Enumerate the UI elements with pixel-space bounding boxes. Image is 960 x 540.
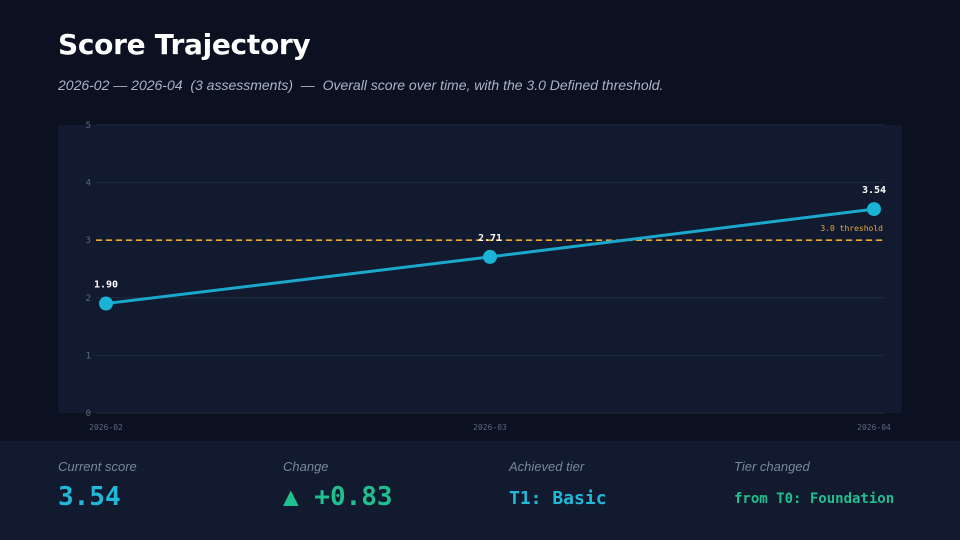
stat-current-score: Current score 3.54 <box>58 459 137 512</box>
stat-tier-changed: Tier changed from T0: Foundation <box>734 459 894 507</box>
y-tick-label: 2 <box>86 294 91 304</box>
y-tick-label: 3 <box>86 236 91 246</box>
x-tick-label: 2026-02 <box>89 423 123 432</box>
y-tick-label: 5 <box>86 121 91 131</box>
stat-change: Change ▲ +0.83 <box>283 459 393 512</box>
x-tick-label: 2026-04 <box>857 423 891 432</box>
stat-label: Achieved tier <box>509 459 585 474</box>
data-point <box>99 296 113 311</box>
stat-label: Change <box>283 459 329 474</box>
score-line-chart: 0 1 2 3 4 5 2026-02 2026-03 2026-04 3.0 threshold… <box>86 121 891 432</box>
data-label: 3.54 <box>862 185 886 196</box>
page-subtitle: 2026-02 — 2026-04 (3 assessments) — Over… <box>58 77 664 93</box>
threshold-label: 3.0 threshold <box>820 224 883 233</box>
current-score-value: 3.54 <box>58 482 121 512</box>
stats-bar: Current score 3.54 Change ▲ +0.83 Achiev… <box>0 441 960 540</box>
stat-label: Current score <box>58 459 137 474</box>
data-label: 1.90 <box>94 280 118 291</box>
data-label: 2.71 <box>478 233 502 244</box>
x-tick-label: 2026-03 <box>473 423 507 432</box>
y-tick-label: 4 <box>86 179 91 189</box>
plot-area <box>58 125 902 413</box>
y-tick-label: 1 <box>86 351 91 361</box>
data-point <box>483 249 497 264</box>
change-value: ▲ +0.83 <box>283 482 393 512</box>
page-title: Score Trajectory <box>58 28 311 61</box>
achieved-tier-value: T1: Basic <box>509 488 607 509</box>
y-tick-label: 0 <box>86 409 91 419</box>
stat-label: Tier changed <box>734 459 810 474</box>
data-point <box>867 202 881 217</box>
tier-changed-value: from T0: Foundation <box>734 491 895 507</box>
stat-achieved-tier: Achieved tier T1: Basic <box>509 459 607 509</box>
